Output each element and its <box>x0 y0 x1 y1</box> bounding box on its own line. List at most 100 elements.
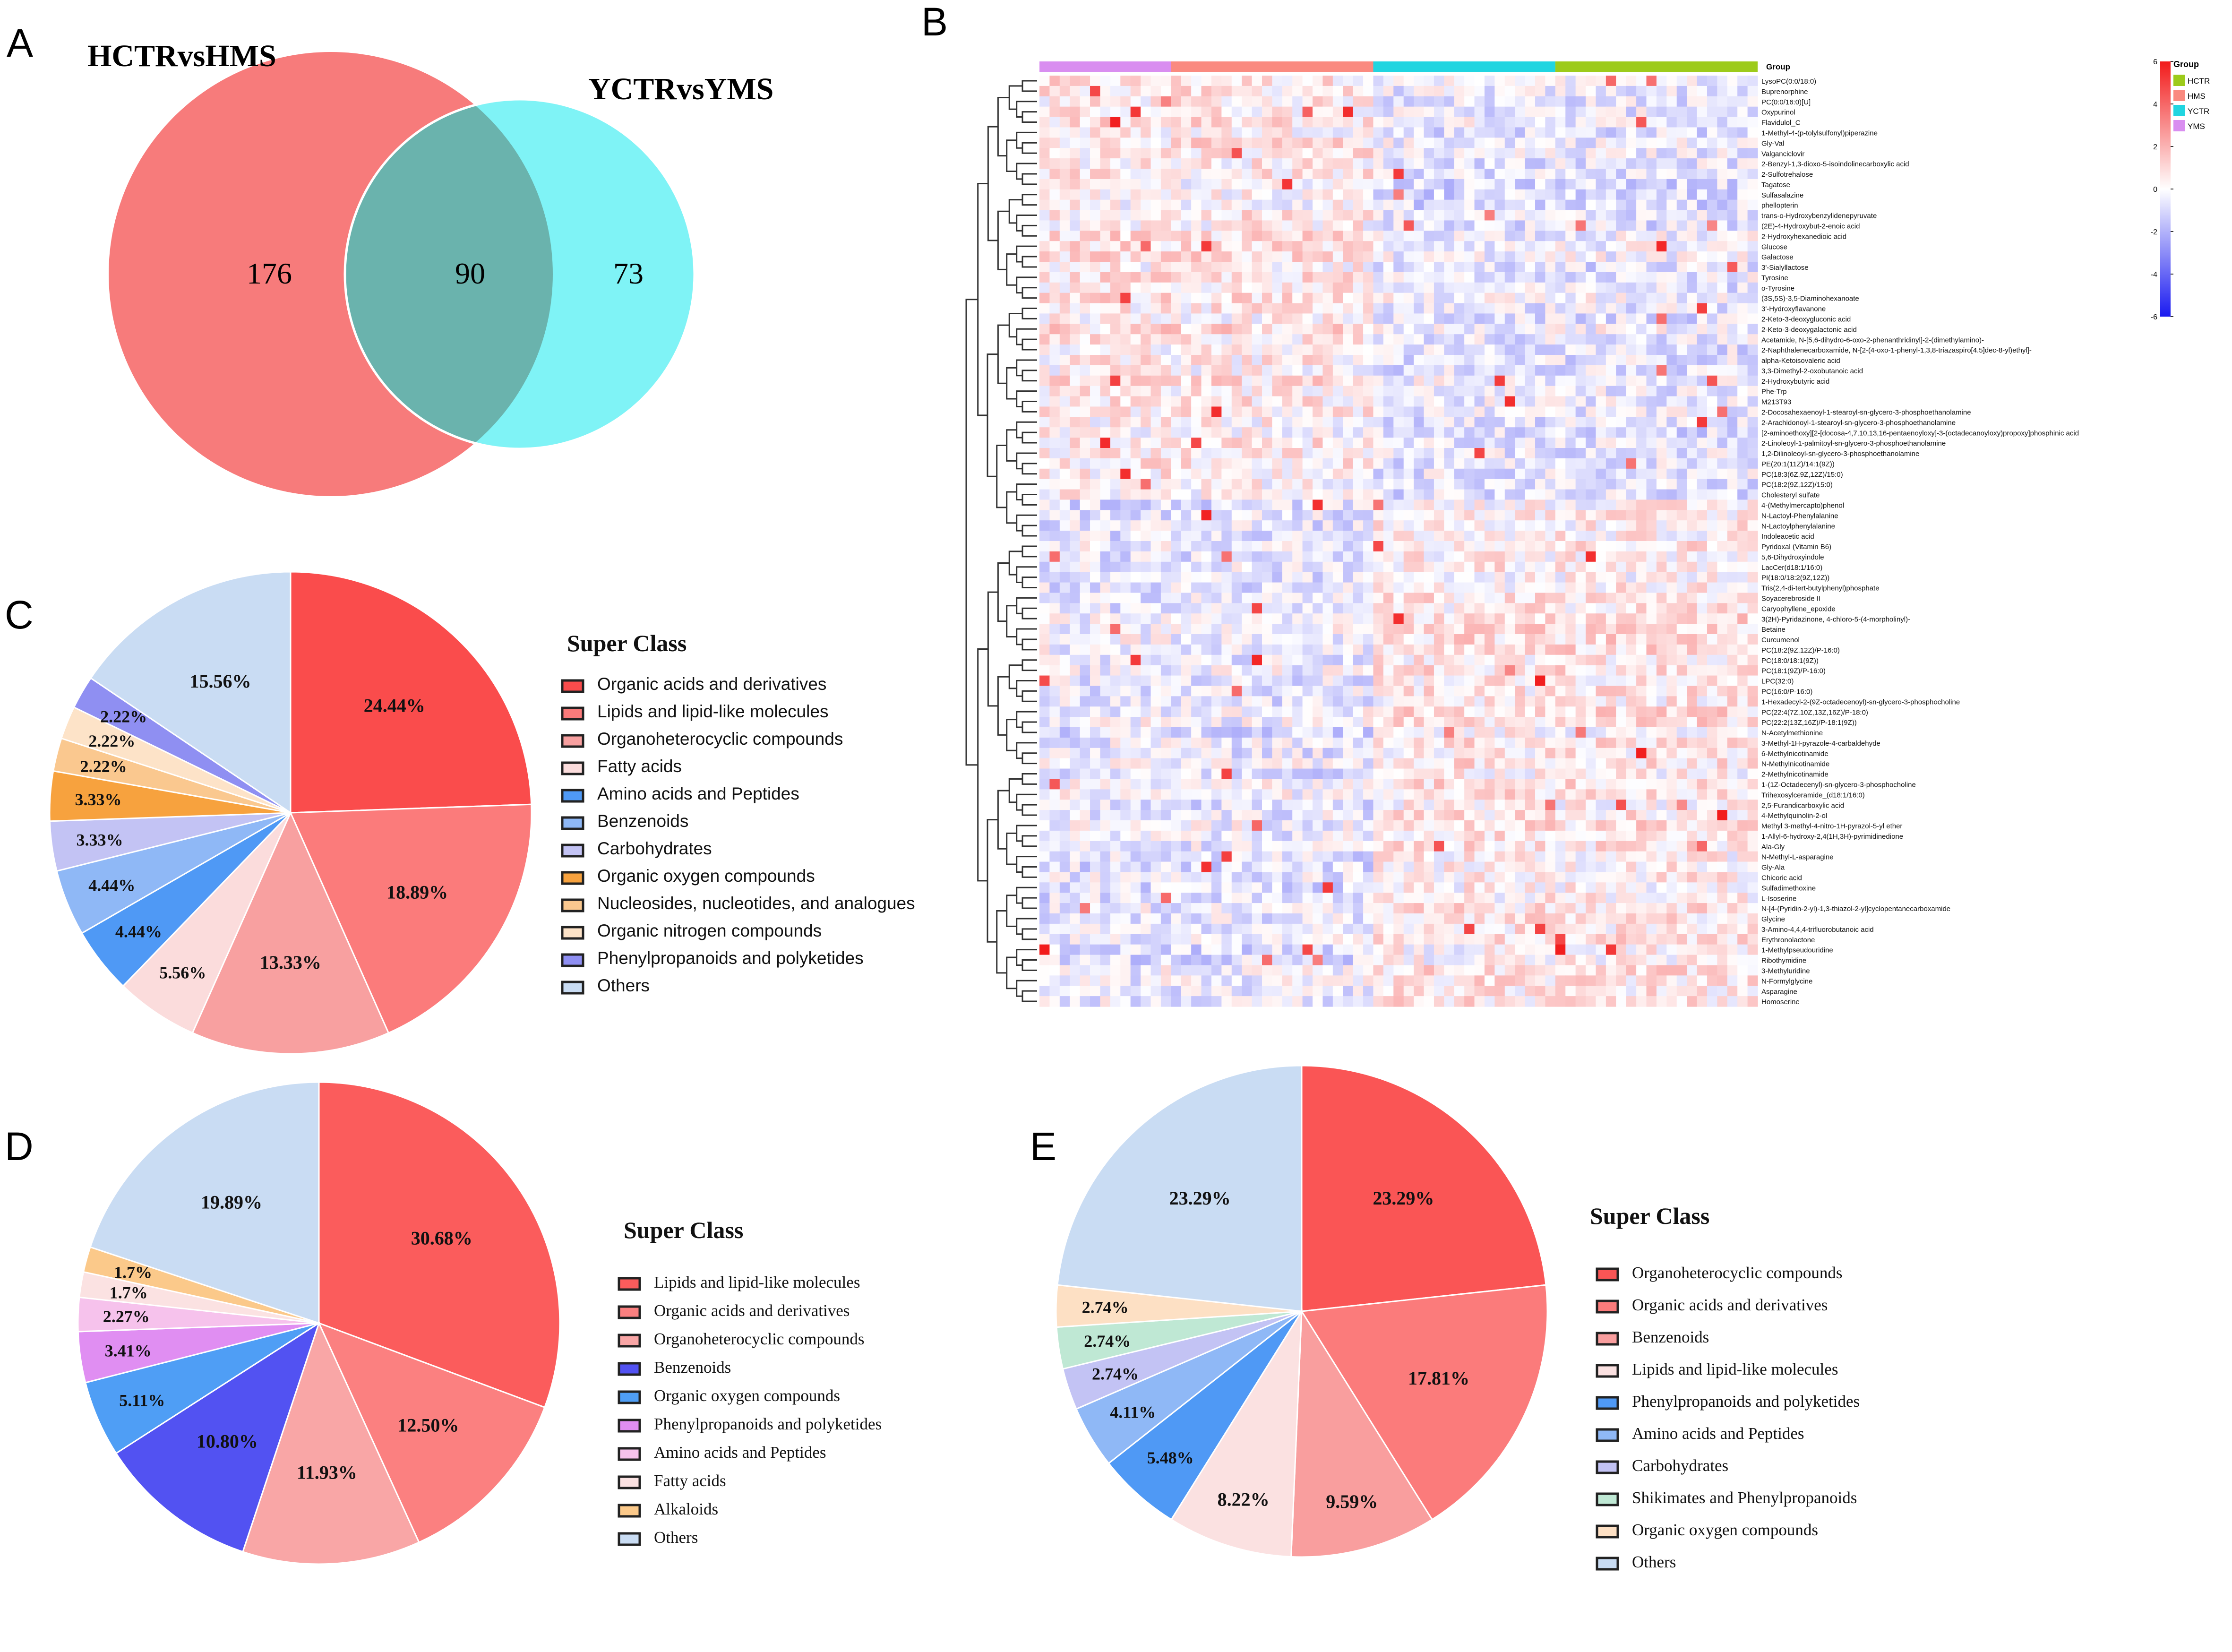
heatmap-cell <box>1080 148 1090 159</box>
heatmap-cell <box>1272 654 1283 666</box>
heatmap-cell <box>1565 344 1576 355</box>
heatmap-cell <box>1586 717 1597 728</box>
heatmap-cell <box>1242 199 1253 211</box>
dendrogram-branch <box>997 324 1010 384</box>
heatmap-cell <box>1515 313 1526 324</box>
heatmap-cell <box>1292 344 1303 355</box>
heatmap-cell <box>1090 624 1101 635</box>
heatmap-cell <box>1515 138 1526 148</box>
heatmap-cell <box>1221 717 1232 728</box>
heatmap-cell <box>1302 406 1313 417</box>
heatmap-cell <box>1656 603 1667 614</box>
heatmap-cell <box>1494 210 1505 221</box>
heatmap-cell <box>1636 106 1647 118</box>
heatmap-cell <box>1059 510 1070 521</box>
heatmap-cell <box>1363 748 1374 759</box>
heatmap-cell <box>1727 334 1738 345</box>
heatmap-cell <box>1515 499 1526 510</box>
heatmap-cell <box>1110 241 1121 252</box>
heatmap-cell <box>1272 375 1283 387</box>
heatmap-cell <box>1160 717 1171 728</box>
heatmap-cell <box>1565 86 1576 97</box>
heatmap-cell <box>1252 272 1262 283</box>
heatmap-cell <box>1252 768 1262 780</box>
heatmap-cell <box>1070 510 1081 521</box>
heatmap-cell <box>1626 251 1637 262</box>
heatmap-cell <box>1555 86 1566 97</box>
heatmap-cell <box>1565 613 1576 624</box>
heatmap-cell <box>1100 127 1111 138</box>
heatmap-cell <box>1717 272 1728 283</box>
heatmap-cell <box>1313 479 1323 490</box>
heatmap-cell <box>1201 551 1212 562</box>
heatmap-cell <box>1646 241 1657 252</box>
heatmap-cell <box>1636 272 1647 283</box>
heatmap-cell <box>1049 199 1060 211</box>
heatmap-cell <box>1727 86 1738 97</box>
heatmap-cell <box>1262 489 1272 500</box>
heatmap-cell <box>1201 748 1212 759</box>
heatmap-cell <box>1575 220 1586 231</box>
heatmap-cell <box>1605 313 1616 324</box>
heatmap-cell <box>1444 241 1455 252</box>
heatmap-cell <box>1707 355 1717 366</box>
heatmap-cell <box>1626 561 1637 573</box>
heatmap-cell <box>1080 489 1090 500</box>
heatmap-cell <box>1393 613 1404 624</box>
heatmap-cell <box>1272 189 1283 200</box>
heatmap-cell <box>1373 654 1384 666</box>
heatmap-cell <box>1059 479 1070 490</box>
heatmap-cell <box>1282 603 1293 614</box>
heatmap-cell <box>1221 644 1232 655</box>
heatmap-cell <box>1636 148 1647 159</box>
heatmap-cell <box>1656 282 1667 293</box>
heatmap-cell <box>1687 76 1698 86</box>
heatmap-cell <box>1322 665 1333 676</box>
heatmap-cell <box>1242 541 1253 552</box>
heatmap-cell <box>1383 593 1394 603</box>
heatmap-cell <box>1383 561 1394 573</box>
heatmap-cell <box>1262 231 1272 241</box>
heatmap-cell <box>1666 241 1677 252</box>
heatmap-cell <box>1697 551 1708 562</box>
heatmap-cell <box>1555 406 1566 417</box>
heatmap-cell <box>1646 355 1657 366</box>
heatmap-cell <box>1120 344 1131 355</box>
heatmap-cell <box>1272 603 1283 614</box>
heatmap-cell <box>1454 468 1465 480</box>
heatmap-cell <box>1363 665 1374 676</box>
heatmap-cell <box>1211 541 1222 552</box>
heatmap-cell <box>1474 613 1485 624</box>
heatmap-cell <box>1646 220 1657 231</box>
heatmap-cell <box>1646 293 1657 304</box>
heatmap-cell <box>1515 706 1526 717</box>
heatmap-cell <box>1221 76 1232 86</box>
heatmap-cell <box>1555 499 1566 510</box>
heatmap-cell <box>1464 468 1475 480</box>
heatmap-cell <box>1383 417 1394 428</box>
heatmap-cell <box>1504 768 1515 780</box>
heatmap-cell <box>1707 76 1717 86</box>
heatmap-cell <box>1160 303 1171 314</box>
heatmap-cell <box>1707 758 1717 769</box>
heatmap-cell <box>1727 696 1738 707</box>
heatmap-cell <box>1302 427 1313 438</box>
heatmap-cell <box>1049 520 1060 531</box>
heatmap-cell <box>1292 396 1303 407</box>
heatmap-cell <box>1363 148 1374 159</box>
heatmap-cell <box>1211 748 1222 759</box>
heatmap-cell <box>1313 696 1323 707</box>
heatmap-cell <box>1424 654 1434 666</box>
heatmap-cell <box>1636 737 1647 749</box>
heatmap-cell <box>1414 86 1425 97</box>
heatmap-cell <box>1646 768 1657 780</box>
heatmap-cell <box>1313 210 1323 221</box>
heatmap-cell <box>1292 241 1303 252</box>
heatmap-cell <box>1656 199 1667 211</box>
heatmap-cell <box>1201 313 1212 324</box>
heatmap-cell <box>1737 748 1748 759</box>
heatmap-cell <box>1575 644 1586 655</box>
heatmap-cell <box>1343 365 1354 376</box>
heatmap-cell <box>1313 510 1323 521</box>
heatmap-cell <box>1059 438 1070 448</box>
